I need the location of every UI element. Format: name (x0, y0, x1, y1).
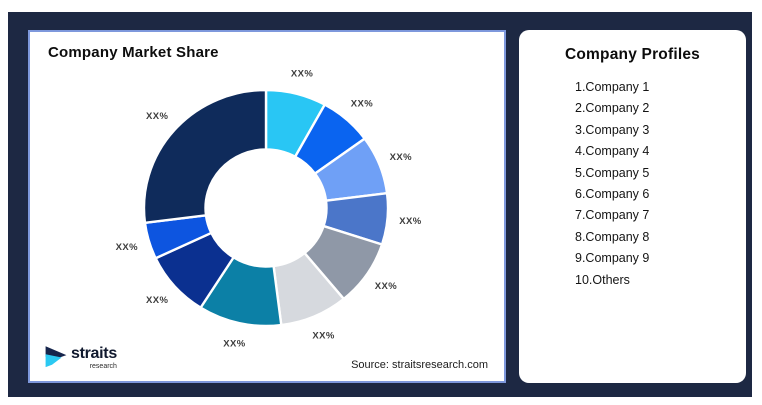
donut-segment-others (142, 88, 268, 224)
logo-text: straits research (71, 344, 117, 370)
market-share-panel: Company Market Share XX% XX% XX% XX% XX% XX% X… (28, 30, 506, 383)
slice-label-company-6: XX% (312, 331, 334, 342)
slice-label-company-7: XX% (223, 339, 245, 350)
slice-label-company-9: XX% (116, 242, 138, 253)
profile-list-item: 5.Company 5 (575, 165, 650, 180)
profile-list-item: 3.Company 3 (575, 122, 650, 137)
profile-list-item: 6.Company 6 (575, 187, 650, 202)
slice-label-company-8: XX% (146, 295, 168, 306)
profile-list-item: 1.Company 1 (575, 80, 650, 94)
chart-title: Company Market Share (48, 44, 219, 61)
navy-frame: Company Market Share XX% XX% XX% XX% XX% XX% X… (8, 12, 752, 397)
profile-list-item: 10.Others (575, 272, 630, 287)
profile-list-item: 2.Company 2 (575, 101, 650, 116)
straits-research-logo: straits research (44, 344, 117, 371)
slice-label-others: XX% (146, 111, 168, 122)
slice-label-company-4: XX% (399, 216, 421, 227)
donut-chart: XX% XX% XX% XX% XX% XX% XX% XX% XX% XX% (116, 68, 422, 350)
profile-list-item: 9.Company 9 (575, 251, 650, 266)
slice-label-company-5: XX% (375, 281, 397, 292)
profiles-list: 1.Company 1 2.Company 2 3.Company 3 4.Compa… (519, 77, 746, 291)
slice-label-company-2: XX% (351, 99, 373, 110)
profile-list-item: 7.Company 7 (575, 208, 650, 223)
logo-name: straits (71, 344, 117, 362)
straits-logo-icon (45, 346, 67, 368)
profile-list-item: 4.Company 4 (575, 144, 650, 159)
company-profiles-panel: Company Profiles 1.Company 1 2.Company 2 3… (519, 30, 746, 383)
slice-label-company-3: XX% (390, 152, 412, 163)
source-note: Source: straitsresearch.com (351, 359, 488, 371)
slice-label-company-1: XX% (291, 68, 313, 79)
logo-subtitle: research (89, 362, 117, 370)
profile-list-item: 8.Company 8 (575, 229, 650, 244)
profiles-title: Company Profiles (565, 46, 700, 63)
